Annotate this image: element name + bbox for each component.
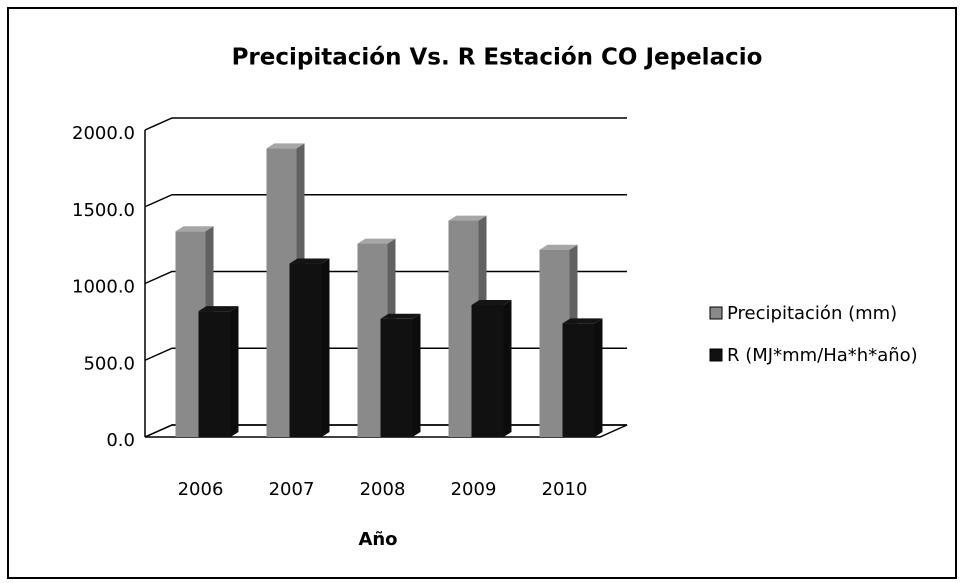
legend-label: R (MJ*mm/Ha*h*año) [727, 345, 918, 366]
x-tick-label: 2007 [269, 479, 315, 500]
x-axis-label: Año [358, 529, 397, 550]
legend-label: Precipitación (mm) [727, 303, 897, 324]
x-tick-label: 2006 [178, 479, 224, 500]
grid-line [144, 117, 627, 131]
bar [289, 258, 330, 437]
bar [562, 318, 603, 437]
bar [471, 299, 512, 437]
y-tick-label: 1500.0 [72, 200, 135, 221]
x-tick-label: 2009 [451, 479, 497, 500]
x-tick-label: 2010 [542, 479, 588, 500]
legend-marker [709, 306, 723, 320]
grid-line [144, 194, 627, 208]
bar [380, 313, 421, 437]
chart-title: Precipitación Vs. R Estación CO Jepelaci… [232, 45, 763, 71]
y-tick-label: 0.0 [106, 430, 135, 451]
bar [198, 306, 239, 437]
y-tick-label: 2000.0 [72, 123, 135, 144]
x-tick-label: 2008 [360, 479, 406, 500]
y-tick-label: 1000.0 [72, 277, 135, 298]
y-tick-label: 500.0 [83, 353, 135, 374]
legend-marker [709, 348, 723, 362]
